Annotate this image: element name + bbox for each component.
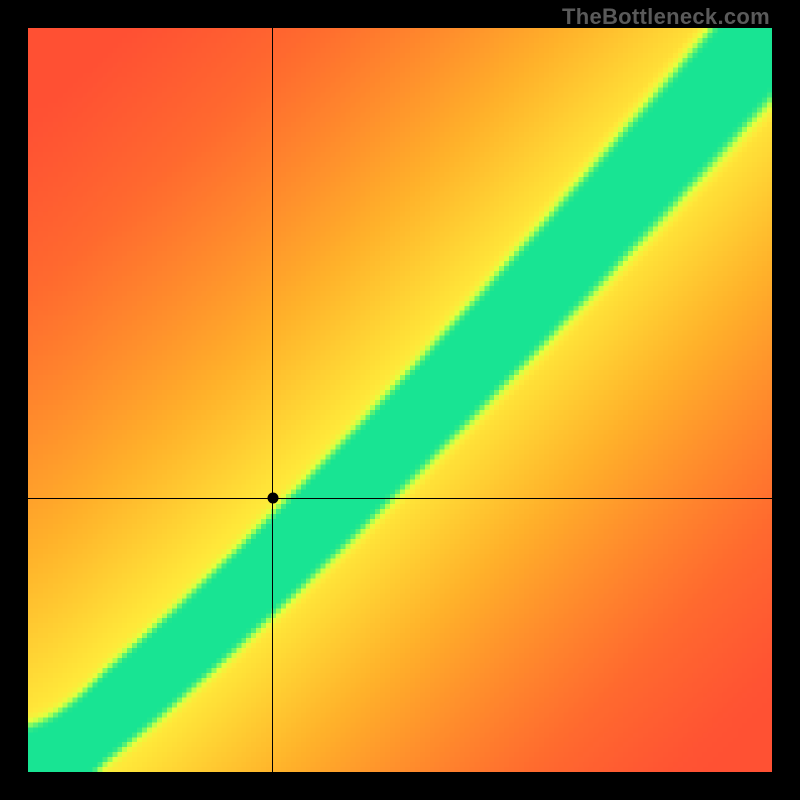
plot-frame xyxy=(0,0,800,800)
selection-marker-dot xyxy=(267,493,278,504)
crosshair-horizontal xyxy=(28,498,772,499)
watermark-text: TheBottleneck.com xyxy=(562,4,770,30)
heatmap-canvas xyxy=(28,28,772,772)
plot-area xyxy=(28,28,772,772)
crosshair-vertical xyxy=(272,28,273,772)
